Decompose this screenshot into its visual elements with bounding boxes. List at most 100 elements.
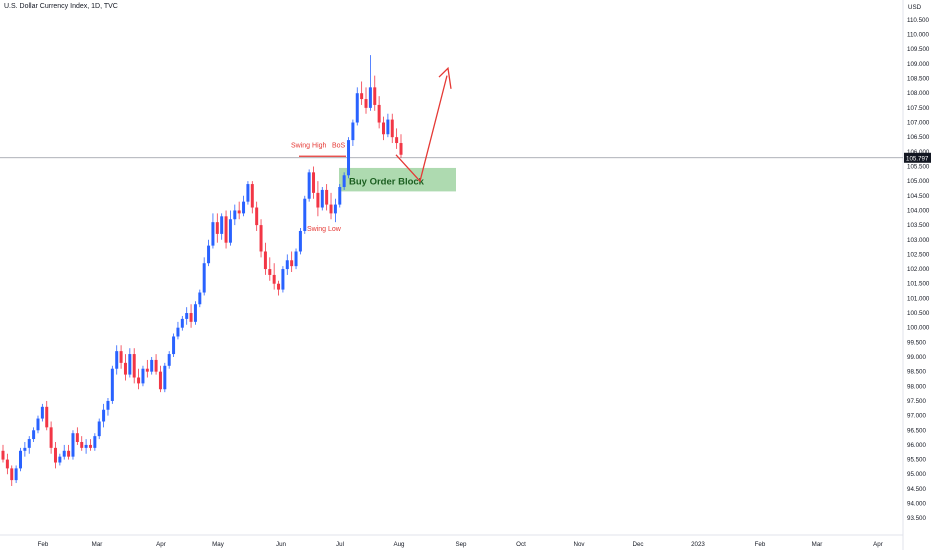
candle-body bbox=[228, 219, 232, 243]
candle-body bbox=[316, 192, 320, 208]
candle-body bbox=[303, 198, 307, 231]
candle-body bbox=[242, 201, 246, 214]
candle-body bbox=[360, 93, 364, 100]
candle-body bbox=[329, 204, 333, 214]
candle-body bbox=[386, 119, 390, 135]
currency-label: USD bbox=[908, 4, 922, 11]
candle-body bbox=[294, 251, 298, 267]
candle-body bbox=[141, 368, 145, 384]
y-tick-label: 109.500 bbox=[907, 46, 930, 53]
candle-body bbox=[119, 351, 123, 363]
candle-body bbox=[373, 87, 377, 105]
x-tick-label: Mar bbox=[812, 541, 823, 548]
y-tick-label: 100.500 bbox=[907, 310, 930, 317]
candle-body bbox=[399, 143, 403, 155]
projection-arrowhead bbox=[438, 66, 452, 89]
candle-body bbox=[325, 189, 329, 205]
candle-body bbox=[14, 468, 18, 481]
candle-body bbox=[207, 245, 211, 264]
y-tick-label: 103.500 bbox=[907, 222, 930, 229]
candle-body bbox=[246, 184, 250, 202]
y-tick-label: 105.500 bbox=[907, 163, 930, 170]
candle-body bbox=[312, 172, 316, 193]
y-tick-label: 107.000 bbox=[907, 120, 930, 127]
candle-body bbox=[193, 304, 197, 322]
bos-label: BoS bbox=[332, 142, 346, 149]
candle-body bbox=[123, 362, 127, 375]
candle-body bbox=[71, 433, 75, 457]
order-block-label: Buy Order Block bbox=[349, 177, 425, 188]
candle-body bbox=[5, 459, 9, 469]
candle-body bbox=[377, 104, 381, 123]
candle-body bbox=[320, 189, 324, 208]
candle-body bbox=[53, 447, 57, 463]
candle-body bbox=[390, 119, 394, 138]
candle-body bbox=[18, 450, 22, 469]
candle-body bbox=[145, 368, 149, 372]
x-tick-label: Jul bbox=[336, 541, 344, 548]
candle-body bbox=[67, 450, 71, 457]
y-tick-label: 108.500 bbox=[907, 76, 930, 83]
candle-body bbox=[202, 263, 206, 293]
x-tick-label: Mar bbox=[92, 541, 103, 548]
candle-body bbox=[110, 368, 114, 401]
candle-body bbox=[45, 406, 49, 428]
x-tick-label: Apr bbox=[873, 541, 883, 548]
candle-body bbox=[189, 313, 193, 322]
y-tick-label: 97.000 bbox=[907, 413, 926, 420]
candle-body bbox=[368, 87, 372, 108]
candle-body bbox=[351, 122, 355, 141]
y-tick-label: 105.000 bbox=[907, 178, 930, 185]
candle-body bbox=[290, 260, 294, 267]
candle-body bbox=[150, 359, 154, 372]
current-price-label: 105.797 bbox=[906, 155, 929, 162]
y-tick-label: 98.000 bbox=[907, 383, 926, 390]
candle-body bbox=[62, 450, 66, 457]
y-tick-label: 100.000 bbox=[907, 325, 930, 332]
candle-body bbox=[237, 210, 241, 214]
swing-high-label: Swing High bbox=[291, 142, 327, 149]
candle-body bbox=[364, 99, 368, 108]
candle-body bbox=[115, 351, 119, 369]
y-tick-label: 108.000 bbox=[907, 90, 930, 97]
candle-body bbox=[106, 400, 110, 410]
candle-body bbox=[36, 418, 40, 431]
current-price-badge bbox=[904, 152, 931, 163]
x-tick-label: Jun bbox=[276, 541, 287, 548]
y-tick-label: 95.500 bbox=[907, 457, 926, 464]
y-tick-label: 99.000 bbox=[907, 354, 926, 361]
x-tick-label: Feb bbox=[38, 541, 49, 548]
candle-body bbox=[333, 204, 337, 214]
candle-body bbox=[88, 444, 92, 448]
order-block-zone bbox=[339, 167, 456, 192]
y-tick-label: 101.000 bbox=[907, 295, 930, 302]
candle-body bbox=[307, 172, 311, 199]
swing-low-label: Swing Low bbox=[307, 226, 342, 233]
candle-body bbox=[277, 283, 281, 290]
candle-body bbox=[176, 327, 180, 337]
candle-body bbox=[27, 439, 31, 448]
y-tick-label: 99.500 bbox=[907, 339, 926, 346]
candle-body bbox=[1, 450, 5, 460]
candle-body bbox=[255, 207, 259, 226]
x-tick-label: Sep bbox=[455, 541, 467, 548]
y-tick-label: 104.000 bbox=[907, 207, 930, 214]
candle-body bbox=[163, 365, 167, 390]
y-tick-label: 94.000 bbox=[907, 501, 926, 508]
candle-body bbox=[198, 292, 202, 305]
y-tick-label: 110.500 bbox=[907, 17, 929, 24]
candle-body bbox=[180, 318, 184, 328]
candle-body bbox=[233, 210, 237, 220]
candle-body bbox=[342, 175, 346, 187]
projection-path bbox=[395, 75, 448, 183]
candle-body bbox=[128, 354, 132, 375]
y-tick-label: 96.000 bbox=[907, 442, 926, 449]
candle-body bbox=[285, 260, 289, 270]
y-tick-label: 101.500 bbox=[907, 281, 930, 288]
y-tick-label: 102.500 bbox=[907, 251, 930, 258]
candle-body bbox=[395, 137, 399, 144]
chart-title: U.S. Dollar Currency Index, 1D, TVC bbox=[4, 3, 118, 10]
y-tick-label: 98.500 bbox=[907, 369, 926, 376]
candle-body bbox=[80, 442, 84, 448]
